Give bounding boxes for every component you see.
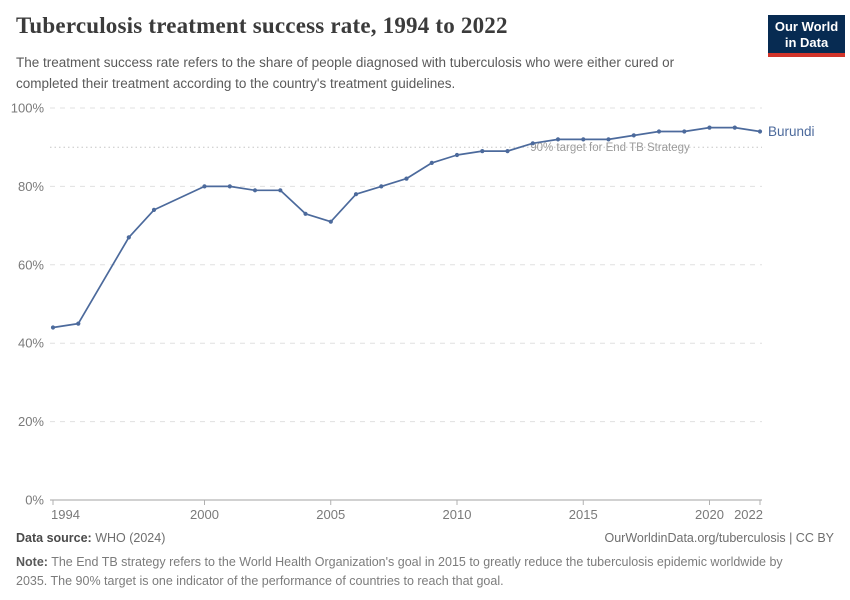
data-point[interactable]: [581, 137, 586, 142]
data-point[interactable]: [328, 219, 333, 224]
owid-link[interactable]: OurWorldinData.org/tuberculosis | CC BY: [604, 531, 835, 545]
data-point[interactable]: [379, 184, 384, 189]
data-point[interactable]: [151, 207, 157, 212]
x-tick-label: 2005: [316, 507, 345, 522]
data-source: Data source: WHO (2024): [16, 531, 165, 545]
x-tick-label: 2022: [734, 507, 763, 522]
data-point[interactable]: [555, 137, 561, 142]
data-point[interactable]: [252, 188, 258, 193]
footer-source-row: Data source: WHO (2024) OurWorldinData.o…: [16, 531, 834, 545]
data-point[interactable]: [480, 149, 485, 154]
x-tick-label: 2010: [443, 507, 472, 522]
y-tick-label: 80%: [18, 179, 44, 194]
y-tick-label: 100%: [11, 101, 45, 116]
data-point[interactable]: [606, 137, 611, 142]
x-tick-label: 2000: [190, 507, 219, 522]
data-point[interactable]: [50, 325, 56, 330]
data-source-value: WHO (2024): [95, 531, 166, 545]
note-label: Note:: [16, 555, 48, 569]
note-text: The End TB strategy refers to the World …: [16, 555, 783, 588]
data-point[interactable]: [278, 188, 283, 193]
data-point[interactable]: [656, 129, 662, 134]
line-chart[interactable]: 0% 20% 40% 60% 80% 100% 90% target for End TB …: [0, 95, 850, 525]
owid-logo-line1: Our World: [774, 19, 839, 34]
series-line[interactable]: [52, 126, 761, 329]
x-tick-label: 2015: [569, 507, 598, 522]
data-point[interactable]: [505, 149, 510, 154]
chart-subtitle: The treatment success rate refers to the…: [16, 55, 675, 91]
owid-logo-text: Our World in Data: [768, 15, 845, 54]
data-point[interactable]: [429, 160, 434, 165]
data-point[interactable]: [454, 152, 460, 158]
data-point[interactable]: [631, 133, 636, 138]
data-point[interactable]: [682, 129, 687, 134]
data-point[interactable]: [404, 176, 409, 181]
y-tick-label: 0%: [25, 493, 44, 508]
data-point[interactable]: [202, 184, 207, 189]
data-point[interactable]: [76, 321, 81, 326]
x-tick-label: 2020: [695, 507, 724, 522]
data-point[interactable]: [732, 125, 737, 130]
entity-label[interactable]: Burundi: [768, 124, 815, 139]
data-point[interactable]: [707, 125, 712, 130]
footer-note: Note: The End TB strategy refers to the …: [16, 553, 804, 591]
y-tick-label: 60%: [18, 257, 44, 272]
y-tick-label: 40%: [18, 336, 44, 351]
data-point[interactable]: [757, 129, 763, 134]
owid-logo-line2: in Data: [784, 34, 829, 50]
data-point[interactable]: [303, 211, 308, 216]
data-point[interactable]: [353, 192, 359, 197]
owid-logo-red-stripe: [768, 53, 845, 58]
data-point[interactable]: [227, 184, 232, 189]
y-tick-label: 20%: [18, 414, 44, 429]
target-annotation: 90% target for End TB Strategy: [530, 142, 690, 154]
x-tick-label: 1994: [51, 507, 80, 522]
series-burundi[interactable]: Burundi: [50, 124, 815, 330]
data-point[interactable]: [126, 235, 131, 240]
data-source-label: Data source:: [16, 531, 92, 545]
owid-logo[interactable]: Our World in Data: [768, 15, 845, 58]
page-title: Tuberculosis treatment success rate, 199…: [16, 13, 508, 38]
data-point[interactable]: [530, 141, 535, 146]
